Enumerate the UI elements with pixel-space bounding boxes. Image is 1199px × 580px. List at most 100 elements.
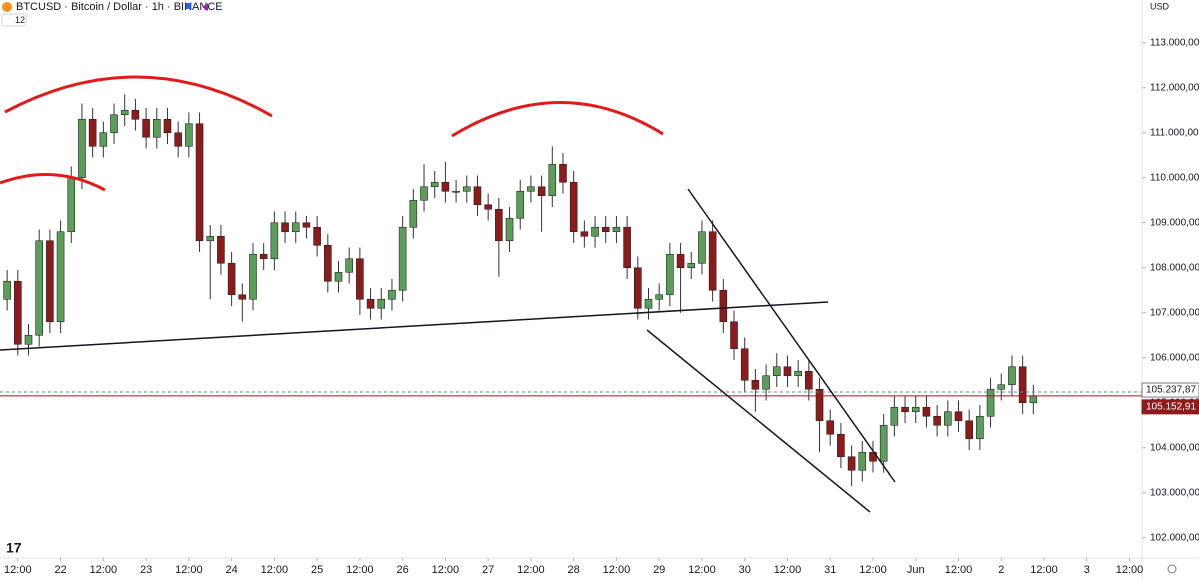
candle-body [901, 406, 909, 413]
x-tick-label: 12:00 [517, 564, 545, 576]
candle-body [462, 186, 471, 192]
x-tick-label: 12:00 [688, 564, 716, 576]
x-tick-label: 12:00 [945, 564, 973, 576]
candle-body [805, 370, 813, 390]
x-tick-label: Jun [907, 564, 925, 576]
x-tick-label: 12:00 [603, 564, 631, 576]
x-tick-label: 12:00 [90, 564, 118, 576]
candle-body [345, 258, 353, 273]
x-tick-label: 23 [140, 564, 152, 576]
x-tick-label: 2 [998, 564, 1004, 576]
candle-body [730, 321, 738, 350]
candle-body [131, 109, 140, 120]
drawings [0, 75, 896, 513]
candle-body [120, 109, 129, 116]
candle-body [195, 123, 204, 242]
candle-body [698, 231, 706, 264]
y-tick-label: 110.000,00 [1150, 172, 1199, 183]
indicator-count[interactable]: 12 [15, 15, 25, 25]
candle-body [666, 253, 674, 296]
symbol-title: BTCUSD · Bitcoin / Dollar · 1h · BINANCE [16, 1, 223, 13]
candle-body [559, 163, 567, 183]
candle-body [751, 379, 760, 390]
candle-body [815, 388, 824, 422]
symbol-icon [2, 2, 12, 12]
candle-body [270, 222, 279, 260]
candle-body [837, 433, 845, 458]
logo[interactable]: 17 [6, 540, 22, 556]
candle-body [772, 366, 781, 377]
y-tick-label: 108.000,00 [1150, 262, 1199, 273]
axis-labels: 102.000,00103.000,00104.000,00105.000,00… [4, 37, 1199, 576]
candle-body [3, 280, 11, 300]
candle-body [430, 181, 439, 188]
candle-body [366, 298, 375, 309]
y-tick-label: 113.000,00 [1150, 37, 1199, 48]
candle-body [976, 415, 984, 440]
x-tick-label: 29 [653, 564, 665, 576]
candle-body [110, 114, 118, 134]
candle-body [377, 298, 386, 309]
candle-body [954, 411, 963, 422]
candle-body [35, 240, 43, 336]
x-tick-label: 3 [1084, 564, 1090, 576]
candle-body [217, 235, 225, 264]
x-tick-label: 30 [739, 564, 751, 576]
candle-body [324, 244, 332, 282]
y-tick-label: 106.000,00 [1150, 352, 1199, 363]
candle-body [441, 181, 450, 192]
candle-body [249, 253, 257, 300]
price-label: 105.237,87 [1146, 385, 1196, 396]
candle-body [78, 118, 86, 179]
candle-body [911, 406, 920, 413]
x-tick-label: 31 [824, 564, 836, 576]
y-tick-label: 102.000,00 [1150, 532, 1199, 543]
candle-body [634, 267, 642, 309]
candle-body [591, 226, 599, 237]
arc [4, 75, 273, 118]
candle-body [302, 222, 311, 228]
x-tick-label: 22 [54, 564, 66, 576]
candle-body [644, 298, 653, 309]
y-tick-label: 111.000,00 [1150, 127, 1199, 138]
x-tick-label: 25 [311, 564, 323, 576]
candle-body [163, 118, 172, 134]
flag-icon[interactable] [186, 3, 192, 9]
x-tick-label: 12:00 [4, 564, 32, 576]
candle-body [580, 231, 589, 237]
price-label: 105.152,91 [1146, 402, 1196, 413]
x-tick-label: 12:00 [346, 564, 374, 576]
x-tick-label: 28 [568, 564, 580, 576]
candle-body [14, 280, 22, 345]
x-tick-label: 12:00 [774, 564, 802, 576]
currency-label: USD [1150, 1, 1170, 11]
candle-body [858, 451, 867, 471]
candle-body [537, 186, 546, 197]
replay-icon[interactable] [202, 3, 208, 11]
candle-body [687, 262, 696, 269]
candle-body [67, 177, 76, 233]
candle-body [676, 253, 685, 269]
candle-body [890, 406, 899, 426]
settings-icon[interactable] [1167, 564, 1177, 574]
x-tick-label: 12:00 [432, 564, 460, 576]
candle-body [420, 186, 428, 201]
candle-body [1029, 395, 1038, 404]
y-tick-label: 112.000,00 [1150, 82, 1199, 93]
candle-body [388, 289, 396, 300]
candle-body [719, 289, 728, 323]
arc [0, 173, 106, 192]
candle-body [794, 370, 802, 377]
candle-body [238, 294, 247, 300]
y-tick-label: 103.000,00 [1150, 487, 1199, 498]
indicator-toggle[interactable] [1, 13, 27, 27]
candle-body [99, 132, 108, 147]
candle-body [88, 118, 97, 147]
x-tick-label: 26 [397, 564, 409, 576]
candle-body [922, 406, 931, 417]
candle-body [965, 420, 973, 440]
y-tick-label: 109.000,00 [1150, 217, 1199, 228]
candle-body [398, 226, 407, 291]
trendline [0, 301, 829, 351]
